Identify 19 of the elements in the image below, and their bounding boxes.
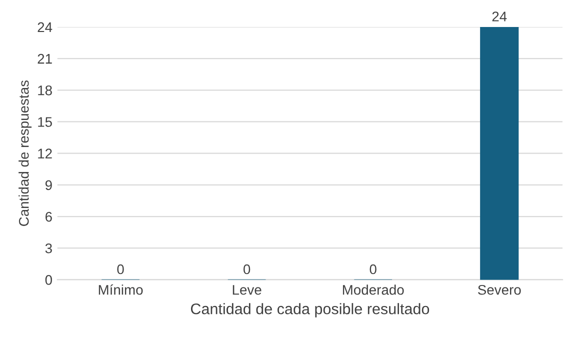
data-label: 0 [370, 264, 376, 274]
y-tick-label: 15 [38, 117, 52, 127]
x-tick-label: Severo [478, 284, 521, 295]
y-axis-title: Cantidad de respuestas [18, 80, 32, 226]
y-tick-label: 18 [38, 85, 52, 96]
y-tick-label: 9 [45, 180, 52, 190]
x-tick-label: Mínimo [98, 284, 143, 295]
data-label: 24 [492, 12, 507, 22]
data-label: 0 [117, 264, 124, 274]
y-tick-label: 6 [46, 212, 52, 222]
y-tick-label: 12 [38, 148, 52, 158]
x-axis-title: Cantidad de cada posible resultado [190, 303, 430, 318]
data-label: 0 [244, 264, 250, 274]
y-tick-label: 24 [38, 22, 52, 32]
y-tick-label: 3 [45, 243, 52, 254]
y-tick-label: 0 [45, 275, 52, 285]
x-tick-label: Moderado [342, 284, 404, 295]
x-tick-label: Leve [232, 285, 262, 295]
y-tick-label: 21 [38, 54, 52, 64]
